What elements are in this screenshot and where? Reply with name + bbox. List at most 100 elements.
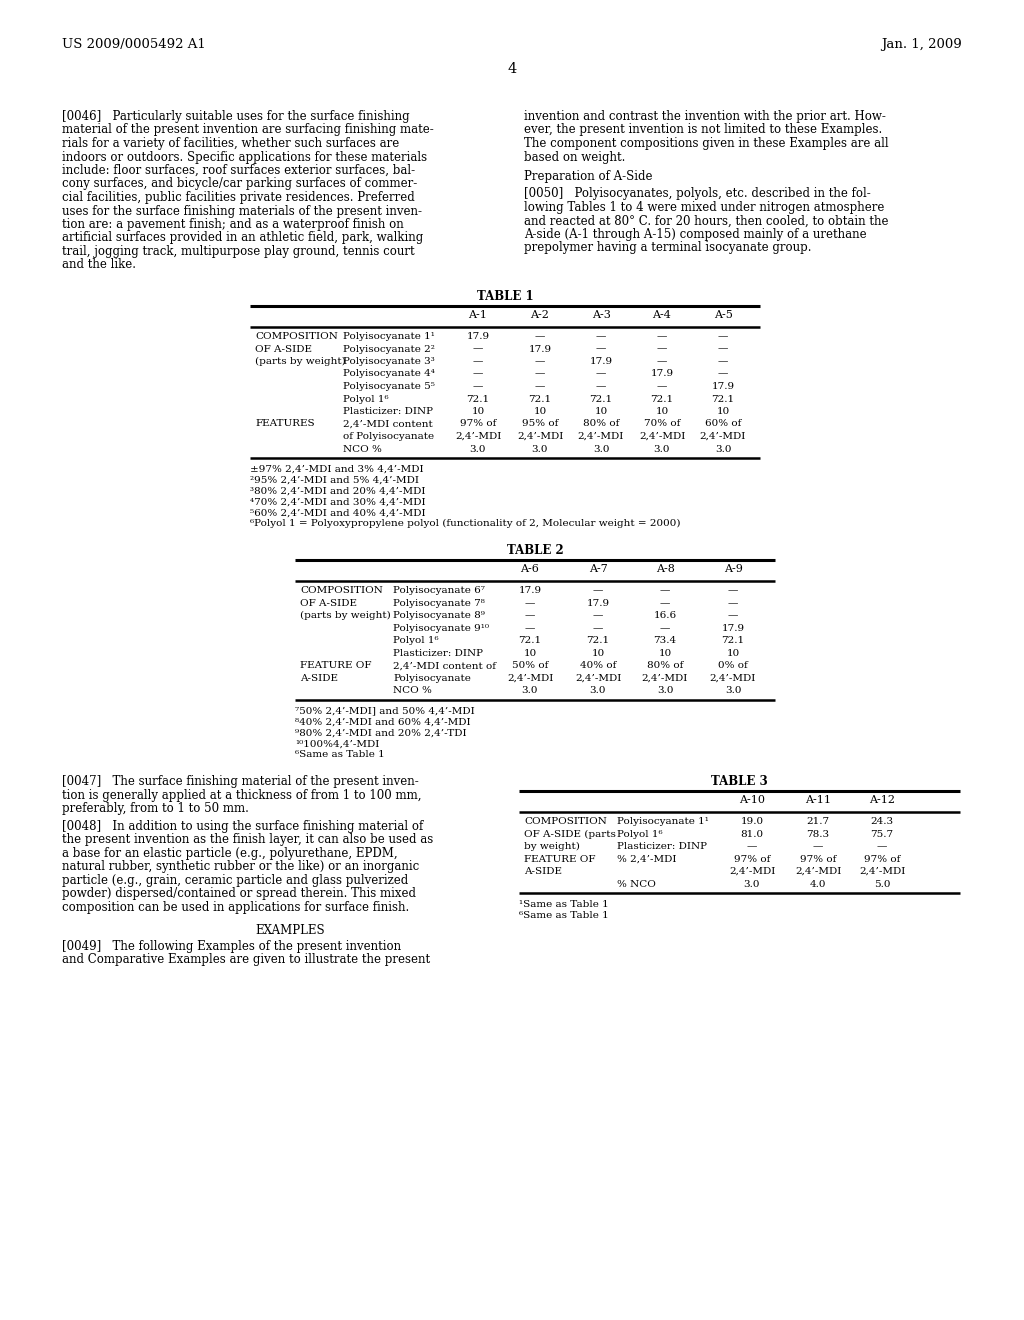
Text: A-7: A-7	[589, 564, 607, 574]
Text: Plasticizer: DINP: Plasticizer: DINP	[343, 407, 433, 416]
Text: 2,4’-MDI: 2,4’-MDI	[517, 432, 563, 441]
Text: material of the present invention are surfacing finishing mate-: material of the present invention are su…	[62, 124, 434, 136]
Text: 72.1: 72.1	[650, 395, 674, 404]
Text: 72.1: 72.1	[528, 395, 552, 404]
Text: The component compositions given in these Examples are all: The component compositions given in thes…	[524, 137, 889, 150]
Text: lowing Tables 1 to 4 were mixed under nitrogen atmosphere: lowing Tables 1 to 4 were mixed under ni…	[524, 201, 885, 214]
Text: 3.0: 3.0	[470, 445, 486, 454]
Text: ⁶Same as Table 1: ⁶Same as Table 1	[295, 750, 385, 759]
Text: —: —	[596, 333, 606, 341]
Text: 3.0: 3.0	[715, 445, 731, 454]
Text: 72.1: 72.1	[587, 636, 609, 645]
Text: 50% of: 50% of	[512, 661, 548, 671]
Text: 2,4’-MDI: 2,4’-MDI	[710, 673, 756, 682]
Text: Polyisocyanate 1¹: Polyisocyanate 1¹	[343, 333, 435, 341]
Text: —: —	[596, 370, 606, 379]
Text: A-1: A-1	[469, 310, 487, 319]
Text: Polyisocyanate 6⁷: Polyisocyanate 6⁷	[393, 586, 485, 595]
Text: US 2009/0005492 A1: US 2009/0005492 A1	[62, 38, 206, 51]
Text: 2,4’-MDI: 2,4’-MDI	[795, 867, 841, 876]
Text: A-11: A-11	[805, 795, 831, 805]
Text: 10: 10	[717, 407, 730, 416]
Text: Polyisocyanate 5⁵: Polyisocyanate 5⁵	[343, 381, 435, 391]
Text: and reacted at 80° C. for 20 hours, then cooled, to obtain the: and reacted at 80° C. for 20 hours, then…	[524, 214, 889, 227]
Text: —: —	[728, 586, 738, 595]
Text: A-10: A-10	[739, 795, 765, 805]
Text: 10: 10	[592, 648, 604, 657]
Text: —: —	[656, 333, 668, 341]
Text: —: —	[656, 345, 668, 354]
Text: —: —	[718, 356, 728, 366]
Text: ±97% 2,4’-MDI and 3% 4,4’-MDI: ±97% 2,4’-MDI and 3% 4,4’-MDI	[250, 465, 424, 474]
Text: 72.1: 72.1	[590, 395, 612, 404]
Text: [0048]   In addition to using the surface finishing material of: [0048] In addition to using the surface …	[62, 820, 423, 833]
Text: 60% of: 60% of	[705, 420, 741, 429]
Text: Polyol 1⁶: Polyol 1⁶	[393, 636, 438, 645]
Text: —: —	[535, 333, 545, 341]
Text: 3.0: 3.0	[590, 686, 606, 696]
Text: —: —	[656, 381, 668, 391]
Text: 17.9: 17.9	[467, 333, 489, 341]
Text: FEATURE OF: FEATURE OF	[300, 661, 372, 671]
Text: 72.1: 72.1	[518, 636, 542, 645]
Text: 24.3: 24.3	[870, 817, 894, 826]
Text: ¹Same as Table 1: ¹Same as Table 1	[519, 900, 608, 909]
Text: —: —	[535, 381, 545, 391]
Text: —: —	[535, 356, 545, 366]
Text: [0050]   Polyisocyanates, polyols, etc. described in the fol-: [0050] Polyisocyanates, polyols, etc. de…	[524, 187, 870, 201]
Text: ⁶Polyol 1 = Polyoxypropylene polyol (functionality of 2, Molecular weight = 2000: ⁶Polyol 1 = Polyoxypropylene polyol (fun…	[250, 519, 681, 528]
Text: and the like.: and the like.	[62, 259, 136, 272]
Text: ⁵60% 2,4’-MDI and 40% 4,4’-MDI: ⁵60% 2,4’-MDI and 40% 4,4’-MDI	[250, 508, 426, 517]
Text: 2,4’-MDI: 2,4’-MDI	[639, 432, 685, 441]
Text: —: —	[877, 842, 887, 851]
Text: and Comparative Examples are given to illustrate the present: and Comparative Examples are given to il…	[62, 953, 430, 966]
Text: 10: 10	[658, 648, 672, 657]
Text: 3.0: 3.0	[725, 686, 741, 696]
Text: ⁸40% 2,4’-MDI and 60% 4,4’-MDI: ⁸40% 2,4’-MDI and 60% 4,4’-MDI	[295, 718, 471, 726]
Text: Polyisocyanate 3³: Polyisocyanate 3³	[343, 356, 435, 366]
Text: NCO %: NCO %	[393, 686, 432, 696]
Text: uses for the surface finishing materials of the present inven-: uses for the surface finishing materials…	[62, 205, 422, 218]
Text: Polyol 1⁶: Polyol 1⁶	[343, 395, 389, 404]
Text: 73.4: 73.4	[653, 636, 677, 645]
Text: composition can be used in applications for surface finish.: composition can be used in applications …	[62, 900, 410, 913]
Text: —: —	[593, 624, 603, 632]
Text: —: —	[728, 599, 738, 607]
Text: TABLE 1: TABLE 1	[477, 290, 534, 304]
Text: 19.0: 19.0	[740, 817, 764, 826]
Text: Plasticizer: DINP: Plasticizer: DINP	[617, 842, 707, 851]
Text: of Polyisocyanate: of Polyisocyanate	[343, 432, 434, 441]
Text: 2,4’-MDI: 2,4’-MDI	[859, 867, 905, 876]
Text: —: —	[593, 611, 603, 620]
Text: 3.0: 3.0	[656, 686, 673, 696]
Text: 10: 10	[534, 407, 547, 416]
Text: 2,4’-MDI: 2,4’-MDI	[699, 432, 746, 441]
Text: Polyisocyanate 2²: Polyisocyanate 2²	[343, 345, 435, 354]
Text: NCO %: NCO %	[343, 445, 382, 454]
Text: based on weight.: based on weight.	[524, 150, 626, 164]
Text: ³80% 2,4’-MDI and 20% 4,4’-MDI: ³80% 2,4’-MDI and 20% 4,4’-MDI	[250, 487, 426, 496]
Text: Polyisocyanate 1¹: Polyisocyanate 1¹	[617, 817, 709, 826]
Text: —: —	[525, 611, 536, 620]
Text: 97% of: 97% of	[800, 854, 837, 863]
Text: 72.1: 72.1	[722, 636, 744, 645]
Text: —: —	[746, 842, 757, 851]
Text: indoors or outdoors. Specific applications for these materials: indoors or outdoors. Specific applicatio…	[62, 150, 427, 164]
Text: 2,4’-MDI: 2,4’-MDI	[729, 867, 775, 876]
Text: [0049]   The following Examples of the present invention: [0049] The following Examples of the pre…	[62, 940, 401, 953]
Text: 10: 10	[726, 648, 739, 657]
Text: A-side (A-1 through A-15) composed mainly of a urethane: A-side (A-1 through A-15) composed mainl…	[524, 228, 866, 242]
Text: 17.9: 17.9	[650, 370, 674, 379]
Text: —: —	[659, 586, 670, 595]
Text: ⁴70% 2,4’-MDI and 30% 4,4’-MDI: ⁴70% 2,4’-MDI and 30% 4,4’-MDI	[250, 498, 426, 507]
Text: 80% of: 80% of	[583, 420, 620, 429]
Text: COMPOSITION: COMPOSITION	[300, 586, 383, 595]
Text: trail, jogging track, multipurpose play ground, tennis court: trail, jogging track, multipurpose play …	[62, 246, 415, 257]
Text: —: —	[718, 370, 728, 379]
Text: a base for an elastic particle (e.g., polyurethane, EPDM,: a base for an elastic particle (e.g., po…	[62, 846, 397, 859]
Text: —: —	[718, 333, 728, 341]
Text: —: —	[596, 381, 606, 391]
Text: —: —	[728, 611, 738, 620]
Text: —: —	[525, 624, 536, 632]
Text: Polyisocyanate 9¹⁰: Polyisocyanate 9¹⁰	[393, 624, 489, 632]
